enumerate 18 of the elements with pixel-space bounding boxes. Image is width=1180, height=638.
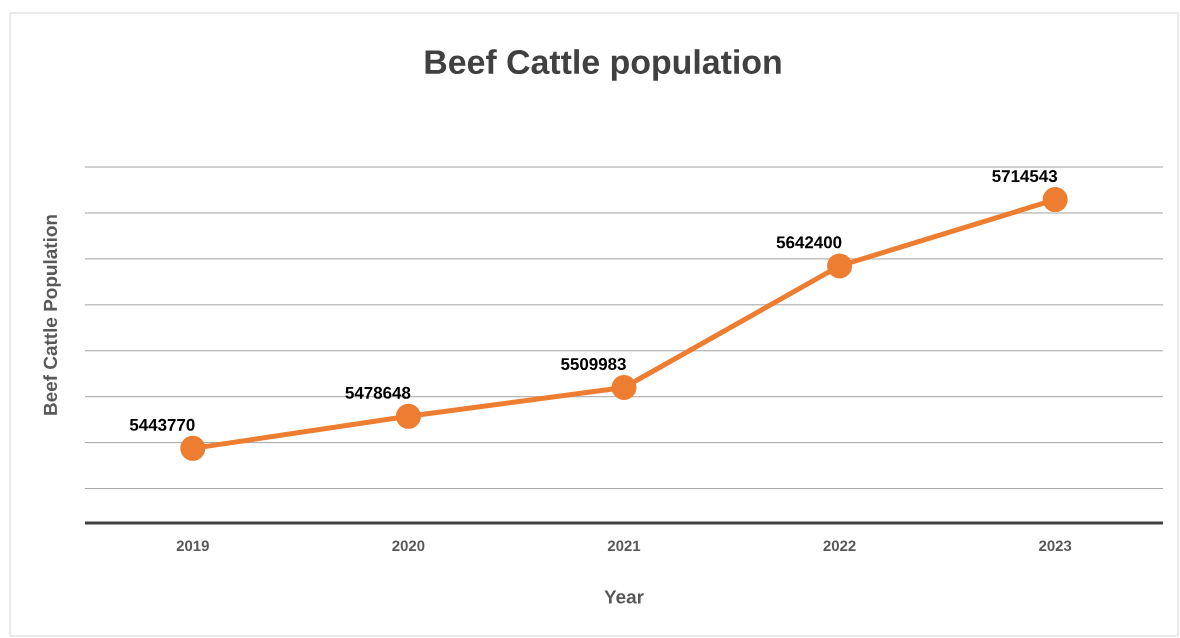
point bbox=[395, 403, 421, 429]
x-tick-label: 2020 bbox=[392, 540, 425, 552]
y-axis-title: Beef Cattle Population bbox=[43, 215, 61, 415]
point bbox=[1042, 187, 1068, 213]
x-axis-title: Year bbox=[604, 590, 644, 604]
chart-title: Beef Cattle population bbox=[425, 49, 781, 81]
data-label: 5443770 bbox=[129, 418, 195, 431]
data-label: 5714543 bbox=[992, 170, 1058, 183]
x-tick-label: 2023 bbox=[1039, 540, 1072, 552]
x-tick-label: 2019 bbox=[176, 540, 209, 552]
point bbox=[180, 435, 206, 461]
x-tick-label: 2021 bbox=[607, 540, 641, 552]
point bbox=[611, 375, 637, 401]
data-label: 5478648 bbox=[345, 386, 411, 399]
x-tick-label: 2022 bbox=[823, 540, 856, 552]
data-label: 5509983 bbox=[561, 357, 626, 371]
point bbox=[827, 253, 853, 279]
data-label: 5642400 bbox=[776, 236, 842, 249]
